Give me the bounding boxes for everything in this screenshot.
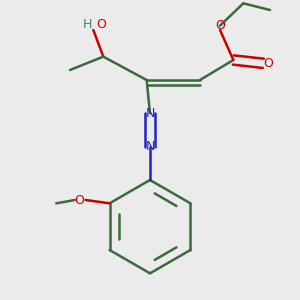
Text: O: O [97, 19, 106, 32]
Text: N: N [145, 107, 155, 120]
Text: O: O [264, 57, 274, 70]
Text: H: H [82, 19, 92, 32]
Text: N: N [145, 140, 155, 153]
Text: O: O [75, 194, 85, 206]
Text: O: O [215, 19, 225, 32]
